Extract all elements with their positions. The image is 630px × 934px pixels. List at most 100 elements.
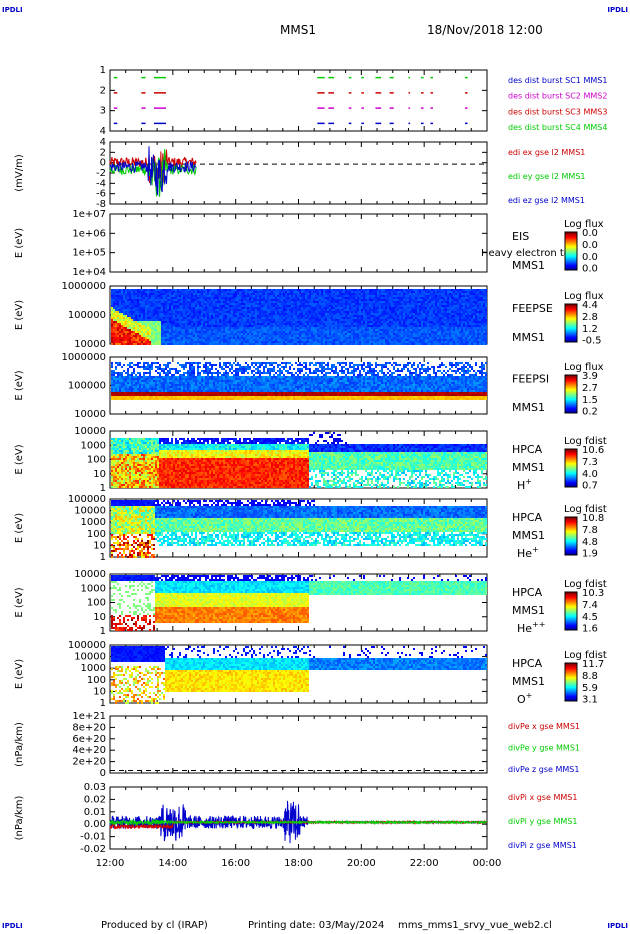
- heatmap-cell: [351, 321, 353, 323]
- heatmap-cell: [149, 335, 151, 337]
- heatmap-cell: [397, 313, 399, 315]
- heatmap-cell: [355, 305, 357, 307]
- heatmap-cell: [343, 333, 345, 335]
- heatmap-cell: [337, 311, 339, 313]
- heatmap-cell: [257, 289, 259, 291]
- heatmap-cell: [353, 317, 355, 319]
- heatmap-cell: [311, 335, 313, 337]
- heatmap-cell: [115, 343, 117, 345]
- heatmap-cell: [299, 339, 301, 341]
- heatmap-cell: [125, 317, 127, 319]
- heatmap-cell: [287, 293, 289, 295]
- heatmap-cell: [339, 321, 341, 323]
- heatmap-cell: [201, 341, 203, 343]
- heatmap-cell: [145, 339, 147, 341]
- heatmap-cell: [323, 327, 325, 329]
- heatmap-cell: [419, 299, 421, 301]
- heatmap-cell: [243, 305, 245, 307]
- heatmap-cell: [381, 329, 383, 331]
- heatmap-cell: [331, 315, 333, 317]
- heatmap-cell: [157, 337, 159, 339]
- heatmap-cell: [343, 295, 345, 297]
- heatmap-cell: [161, 293, 163, 295]
- heatmap-cell: [263, 317, 265, 319]
- heatmap-cell: [439, 309, 441, 311]
- heatmap-cell: [127, 331, 129, 333]
- heatmap-cell: [327, 311, 329, 313]
- heatmap-cell: [231, 321, 233, 323]
- heatmap-cell: [317, 315, 319, 317]
- heatmap-cell: [259, 325, 261, 327]
- heatmap-cell: [237, 323, 239, 325]
- heatmap-cell: [145, 325, 147, 327]
- heatmap-cell: [313, 305, 315, 307]
- heatmap-cell: [429, 307, 431, 309]
- heatmap-cell: [165, 337, 167, 339]
- heatmap-cell: [273, 317, 275, 319]
- heatmap-cell: [431, 341, 433, 343]
- heatmap-cell: [323, 289, 325, 291]
- corner-tag-bottom-left: IPDLI: [2, 922, 23, 930]
- heatmap-cell: [249, 289, 251, 291]
- heatmap-cell: [193, 321, 195, 323]
- heatmap-cell: [293, 297, 295, 299]
- heatmap-cell: [373, 331, 375, 333]
- heatmap-cell: [301, 325, 303, 327]
- heatmap-cell: [123, 331, 125, 333]
- heatmap-cell: [299, 313, 301, 315]
- heatmap-cell: [235, 331, 237, 333]
- heatmap-cell: [387, 331, 389, 333]
- y-tick-label-burst: 2: [100, 85, 106, 96]
- heatmap-cell: [145, 309, 147, 311]
- heatmap-cell: [249, 309, 251, 311]
- heatmap-cell: [119, 333, 121, 335]
- heatmap-cell: [325, 321, 327, 323]
- heatmap-cell: [425, 319, 427, 321]
- heatmap-cell: [307, 337, 309, 339]
- heatmap-cell: [207, 289, 209, 291]
- heatmap-cell: [253, 341, 255, 343]
- heatmap-cell: [135, 305, 137, 307]
- heatmap-cell: [279, 307, 281, 309]
- heatmap-cell: [181, 291, 183, 293]
- heatmap-cell: [383, 289, 385, 291]
- heatmap-cell: [287, 291, 289, 293]
- heatmap-cell: [387, 341, 389, 343]
- heatmap-cell: [237, 309, 239, 311]
- heatmap-cell: [291, 319, 293, 321]
- heatmap-cell: [121, 305, 123, 307]
- heatmap-cell: [181, 335, 183, 337]
- heatmap-cell: [387, 321, 389, 323]
- heatmap-cell: [261, 341, 263, 343]
- heatmap-cell: [309, 319, 311, 321]
- heatmap-cell: [251, 299, 253, 301]
- heatmap-cell: [321, 311, 323, 313]
- heatmap-cell: [423, 323, 425, 325]
- heatmap-cell: [435, 343, 437, 345]
- heatmap-cell: [167, 305, 169, 307]
- heatmap-cell: [149, 299, 151, 301]
- heatmap-cell: [189, 319, 191, 321]
- heatmap-cell: [129, 325, 131, 327]
- heatmap-cell: [393, 315, 395, 317]
- heatmap-cell: [121, 331, 123, 333]
- heatmap-cell: [119, 289, 121, 291]
- heatmap-cell: [241, 307, 243, 309]
- heatmap-cell: [369, 315, 371, 317]
- heatmap-cell: [403, 295, 405, 297]
- heatmap-cell: [399, 295, 401, 297]
- heatmap-cell: [235, 333, 237, 335]
- panel-frame-burst: [109, 69, 488, 132]
- heatmap-cell: [137, 337, 139, 339]
- heatmap-cell: [385, 299, 387, 301]
- heatmap-cell: [171, 315, 173, 317]
- heatmap-cell: [259, 315, 261, 317]
- heatmap-cell: [305, 325, 307, 327]
- heatmap-cell: [265, 325, 267, 327]
- heatmap-cell: [227, 343, 229, 345]
- heatmap-cell: [353, 343, 355, 345]
- heatmap-cell: [335, 315, 337, 317]
- heatmap-cell: [325, 297, 327, 299]
- heatmap-cell: [319, 293, 321, 295]
- heatmap-cell: [143, 307, 145, 309]
